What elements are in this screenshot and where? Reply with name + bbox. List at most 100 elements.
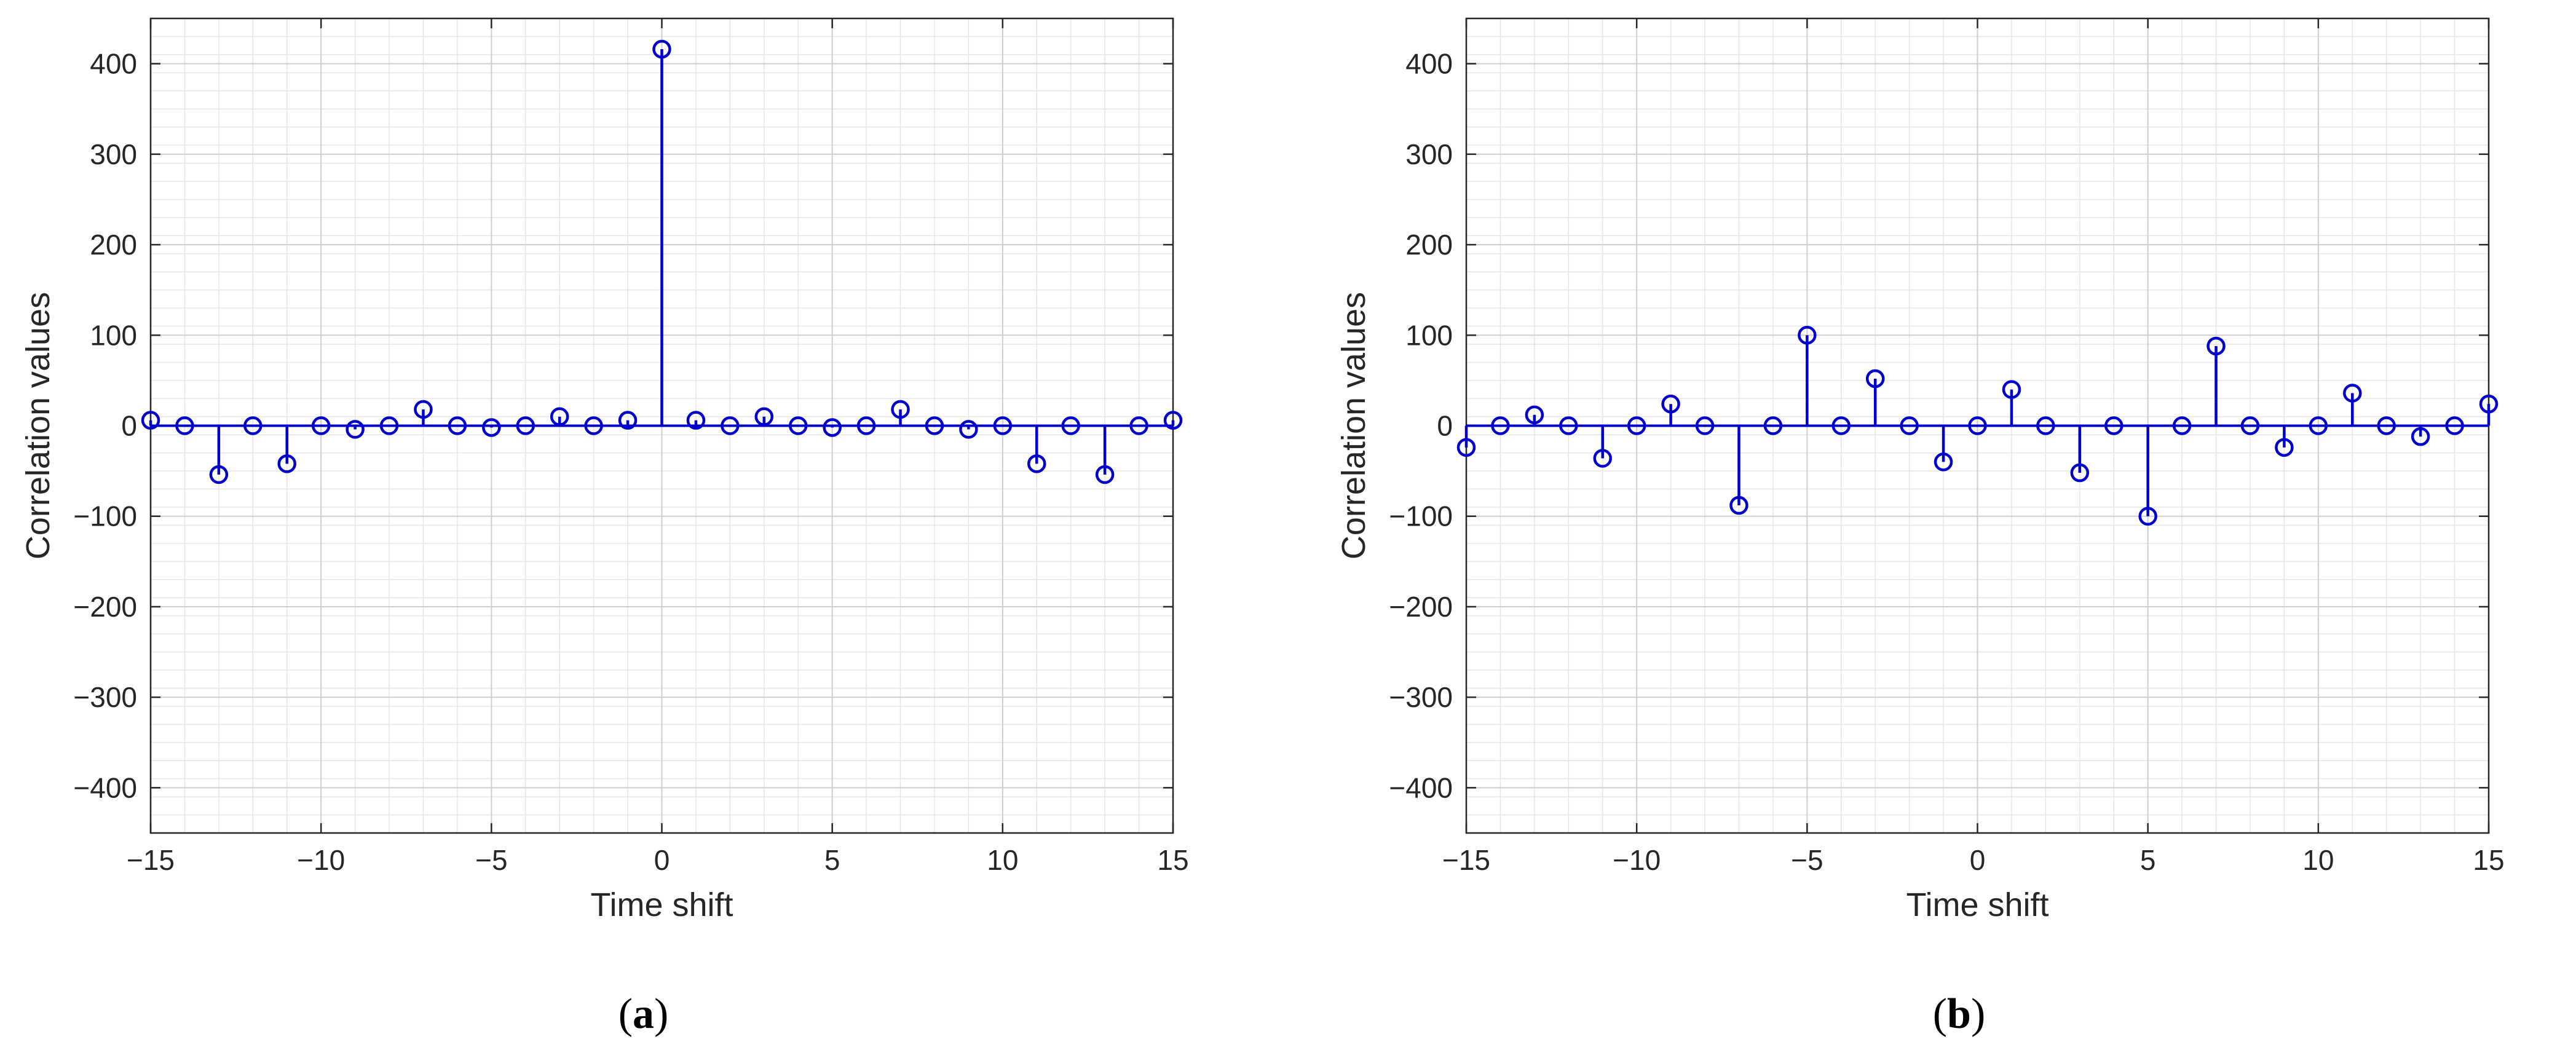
y-tick-label: 200 xyxy=(90,229,137,261)
x-tick-label: 0 xyxy=(1970,844,1986,876)
y-tick-label: −400 xyxy=(1389,772,1453,803)
stem-marker xyxy=(516,416,535,435)
stem-marker xyxy=(686,411,706,430)
stem-marker xyxy=(1831,416,1851,435)
stem-marker xyxy=(175,416,194,435)
x-tick-label: 15 xyxy=(2473,844,2504,876)
x-tick-label: 15 xyxy=(1157,844,1188,876)
y-tick-label: −400 xyxy=(73,772,137,803)
x-tick-label: 10 xyxy=(987,844,1018,876)
stem-marker xyxy=(754,407,774,427)
y-tick-label: −100 xyxy=(1389,500,1453,532)
stem-marker xyxy=(2104,416,2124,435)
y-tick-label: −300 xyxy=(73,681,137,713)
stem-marker xyxy=(2240,416,2260,435)
y-tick-label: 0 xyxy=(1437,410,1453,442)
x-axis-label: Time shift xyxy=(1906,886,2049,923)
caption-close-paren: ) xyxy=(1971,990,1985,1038)
y-axis-label: Correlation values xyxy=(20,292,57,559)
stem-marker xyxy=(2036,416,2055,435)
stem-marker xyxy=(925,416,944,435)
stem-marker xyxy=(1129,416,1148,435)
y-tick-label: 300 xyxy=(90,138,137,170)
x-tick-label: −10 xyxy=(1613,844,1661,876)
stem-marker xyxy=(1163,411,1183,430)
stem-marker xyxy=(1593,449,1612,468)
y-tick-label: 200 xyxy=(1405,229,1453,261)
stem-marker xyxy=(2479,394,2499,414)
stem-marker xyxy=(1763,416,1783,435)
stem-marker xyxy=(993,416,1013,435)
stem-marker xyxy=(550,407,569,427)
stem-marker xyxy=(2377,416,2396,435)
stem-marker xyxy=(209,465,229,484)
y-tick-label: 400 xyxy=(1405,48,1453,80)
x-tick-label: 10 xyxy=(2302,844,2334,876)
stem-marker xyxy=(2138,507,2157,526)
stem-marker xyxy=(2343,384,2362,403)
stem-marker xyxy=(482,418,501,437)
stem-marker xyxy=(1525,405,1544,425)
stem-marker xyxy=(1559,416,1578,435)
stem-series xyxy=(1456,326,2499,526)
stem-marker xyxy=(1456,438,1476,457)
stem-marker xyxy=(652,39,671,59)
x-tick-label: −5 xyxy=(1791,844,1823,876)
stem-marker xyxy=(141,411,160,430)
stem-marker xyxy=(243,416,263,435)
stem-marker xyxy=(311,416,331,435)
stem-marker xyxy=(2275,438,2294,457)
panel-b: −15 −10 −5 0 5 10 15 −400 −300 −200 −100 0 100 200 300… xyxy=(1335,17,2505,1038)
x-tick-label: 0 xyxy=(654,844,670,876)
panel-caption: (a) xyxy=(618,990,669,1038)
stem-marker xyxy=(2172,416,2192,435)
stem-marker xyxy=(2002,380,2021,399)
caption-letter: b xyxy=(1947,990,1971,1038)
y-tick-label: 300 xyxy=(1405,138,1453,170)
stem-marker xyxy=(1695,416,1715,435)
stem-marker xyxy=(1865,369,1885,389)
panel-caption: (b) xyxy=(1933,990,1986,1038)
stem-marker xyxy=(1095,465,1115,484)
caption-close-paren: ) xyxy=(654,990,668,1038)
caption-open-paren: ( xyxy=(1933,990,1947,1038)
stem-marker xyxy=(2411,427,2430,446)
stem-marker xyxy=(414,400,433,419)
x-axis-label: Time shift xyxy=(590,886,733,923)
y-tick-label: 100 xyxy=(1405,319,1453,351)
y-tick-label: −200 xyxy=(73,591,137,623)
x-tick-label: −10 xyxy=(297,844,345,876)
stem-marker xyxy=(1661,394,1680,414)
y-axis-label: Correlation values xyxy=(1335,292,1372,559)
stem-marker xyxy=(2309,416,2328,435)
stem-marker xyxy=(1627,416,1646,435)
y-tick-label: −100 xyxy=(73,500,137,532)
x-tick-label: −5 xyxy=(475,844,507,876)
y-tick-label: 0 xyxy=(121,410,137,442)
x-tick-label: −15 xyxy=(127,844,175,876)
stem-marker xyxy=(618,411,638,430)
stem-marker xyxy=(379,416,399,435)
stem-marker xyxy=(1729,495,1748,515)
x-tick-label: −15 xyxy=(1442,844,1490,876)
y-tick-label: −200 xyxy=(1389,591,1453,623)
stem-marker xyxy=(2445,416,2464,435)
stem-marker xyxy=(277,454,296,473)
stem-marker xyxy=(448,416,467,435)
stem-marker xyxy=(856,416,876,435)
caption-letter: a xyxy=(633,990,654,1038)
stem-marker xyxy=(346,420,365,439)
stem-marker xyxy=(788,416,808,435)
stem-marker xyxy=(1061,416,1080,435)
stem-marker xyxy=(891,400,910,419)
caption-open-paren: ( xyxy=(618,990,633,1038)
stem-marker xyxy=(1491,416,1510,435)
stem-marker xyxy=(1934,452,1953,472)
stem-marker xyxy=(2070,463,2090,483)
stem-marker xyxy=(1027,454,1046,473)
tick-marks xyxy=(1465,18,2490,833)
stem-marker xyxy=(584,416,603,435)
stem-marker xyxy=(2207,336,2226,356)
panel-a: −15 −10 −5 0 5 10 15 −400 −300 −200 −100 0 100 200 300… xyxy=(20,17,1189,1038)
